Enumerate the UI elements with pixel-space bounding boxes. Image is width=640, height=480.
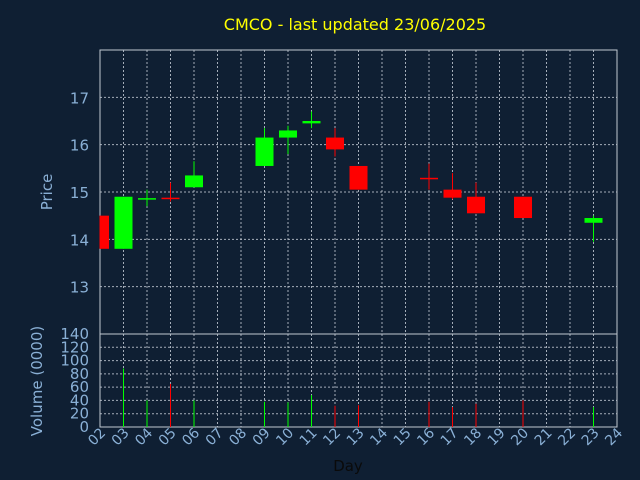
candle-05 <box>161 182 180 202</box>
candle-body <box>467 196 485 214</box>
x-tick-label: 14 <box>367 425 391 449</box>
x-tick-label: 15 <box>391 425 415 449</box>
candle-10 <box>279 125 297 155</box>
x-tick-label: 09 <box>250 425 274 449</box>
candle-11 <box>302 111 321 129</box>
x-axis-label: Day <box>333 457 363 475</box>
candle-17 <box>443 173 462 200</box>
candle-body <box>100 215 109 249</box>
candle-body <box>349 165 368 190</box>
x-tick-label: 24 <box>602 425 626 449</box>
volume-tick-label: 100 <box>60 352 89 370</box>
x-axis-ticks: 02 03 04 05 06 07 08 09 10 11 12 13 14 15 16 17 18 19 20 21… <box>85 425 626 449</box>
candle-09 <box>255 128 274 166</box>
price-panel: 13 14 15 16 17 <box>70 49 618 335</box>
candle-body <box>420 177 438 180</box>
candle-23 <box>584 215 603 242</box>
candle-body <box>584 218 603 223</box>
candle-03 <box>114 196 133 249</box>
price-tick-label: 13 <box>70 279 89 297</box>
volume-tick-label: 20 <box>70 405 89 423</box>
x-tick-label: 13 <box>344 425 368 449</box>
price-grid <box>100 50 617 334</box>
candle-04 <box>138 189 156 207</box>
candle-body <box>185 175 203 188</box>
x-tick-label: 12 <box>320 425 344 449</box>
volume-axis-label: Volume (0000) <box>28 326 46 436</box>
volume-tick-label: 0 <box>79 418 89 436</box>
candle-body <box>302 121 321 124</box>
x-tick-label: 20 <box>508 425 532 449</box>
x-tick-label: 05 <box>156 425 180 449</box>
x-tick-label: 23 <box>579 425 603 449</box>
candle-body <box>279 130 297 138</box>
price-axis-label: Price <box>38 174 56 211</box>
price-axis-ticks: 13 14 15 16 17 <box>70 89 89 296</box>
candle-body <box>514 196 532 219</box>
volume-tick-label: 80 <box>70 365 89 383</box>
x-tick-label: 04 <box>132 425 156 449</box>
candle-16 <box>420 163 438 190</box>
candle-12 <box>326 128 344 157</box>
volume-tick-label: 40 <box>70 391 89 409</box>
candle-body <box>138 198 156 200</box>
volume-tick-label: 120 <box>60 338 89 356</box>
candle-body <box>443 189 462 198</box>
x-tick-label: 06 <box>179 425 203 449</box>
price-tick-label: 14 <box>70 231 89 249</box>
price-tick-label: 16 <box>70 137 89 155</box>
x-tick-label: 22 <box>555 425 579 449</box>
x-tick-label: 10 <box>273 425 297 449</box>
chart-title: CMCO - last updated 23/06/2025 <box>224 15 486 34</box>
candle-body <box>114 196 133 249</box>
candle-02 <box>99 215 109 249</box>
x-tick-label: 08 <box>226 425 250 449</box>
candle-18 <box>467 182 485 214</box>
candle-06 <box>185 161 203 188</box>
candles <box>99 111 603 249</box>
candle-body <box>255 137 274 166</box>
volume-tick-label: 60 <box>70 378 89 396</box>
x-tick-label: 18 <box>461 425 485 449</box>
volume-tick-label: 140 <box>60 325 89 343</box>
x-tick-label: 19 <box>485 425 509 449</box>
x-tick-label: 07 <box>203 425 227 449</box>
candle-20 <box>514 196 532 219</box>
x-tick-label: 03 <box>109 425 133 449</box>
price-tick-label: 17 <box>70 89 89 107</box>
candle-body <box>326 137 344 150</box>
volume-bars <box>123 368 594 427</box>
x-tick-label: 21 <box>532 425 556 449</box>
x-tick-label: 11 <box>297 425 321 449</box>
candle-13 <box>349 165 368 190</box>
candle-body <box>161 197 180 200</box>
x-tick-label: 17 <box>438 425 462 449</box>
x-tick-label: 16 <box>414 425 438 449</box>
price-tick-label: 15 <box>70 184 89 202</box>
